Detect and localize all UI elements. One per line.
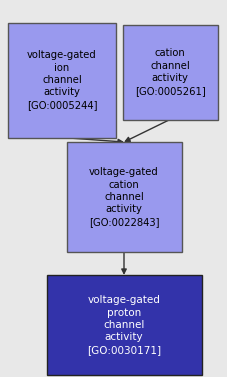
FancyBboxPatch shape (122, 25, 217, 120)
Text: voltage-gated
proton
channel
activity
[GO:0030171]: voltage-gated proton channel activity [G… (86, 295, 160, 355)
Text: cation
channel
activity
[GO:0005261]: cation channel activity [GO:0005261] (134, 48, 205, 96)
Text: voltage-gated
ion
channel
activity
[GO:0005244]: voltage-gated ion channel activity [GO:0… (27, 50, 97, 110)
FancyBboxPatch shape (46, 275, 201, 375)
FancyBboxPatch shape (66, 142, 181, 252)
Text: voltage-gated
cation
channel
activity
[GO:0022843]: voltage-gated cation channel activity [G… (88, 167, 158, 227)
FancyBboxPatch shape (8, 23, 116, 138)
